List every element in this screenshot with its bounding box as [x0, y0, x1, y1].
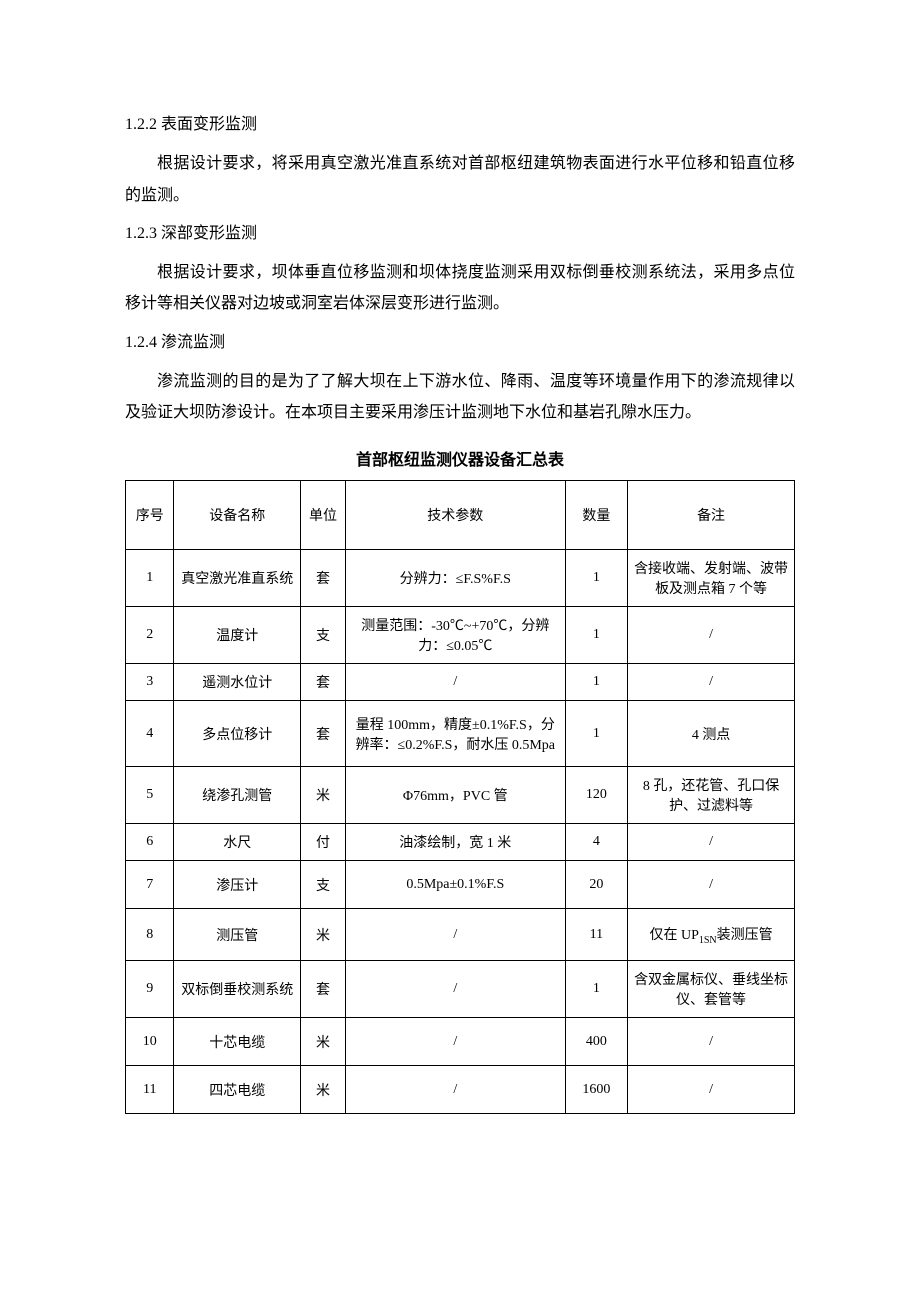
- paragraph-1-2-2: 根据设计要求，将采用真空激光准直系统对首部枢纽建筑物表面进行水平位移和铅直位移的…: [125, 148, 795, 210]
- cell-name: 绕渗孔测管: [174, 767, 301, 824]
- table-row: 5绕渗孔测管米Φ76mm，PVC 管1208 孔，还花管、孔口保护、过滤料等: [126, 767, 795, 824]
- cell-unit: 套: [301, 550, 346, 607]
- cell-name: 遥测水位计: [174, 664, 301, 701]
- cell-name: 真空激光准直系统: [174, 550, 301, 607]
- cell-index: 3: [126, 664, 174, 701]
- equipment-summary-table: 序号 设备名称 单位 技术参数 数量 备注 1真空激光准直系统套分辨力：≤F.S…: [125, 480, 795, 1114]
- cell-name: 十芯电缆: [174, 1018, 301, 1066]
- cell-qty: 1600: [565, 1066, 627, 1114]
- cell-index: 1: [126, 550, 174, 607]
- cell-name: 多点位移计: [174, 701, 301, 767]
- cell-qty: 1: [565, 607, 627, 664]
- cell-spec: /: [345, 664, 565, 701]
- cell-spec: 量程 100mm，精度±0.1%F.S，分辨率：≤0.2%F.S，耐水压 0.5…: [345, 701, 565, 767]
- table-row: 8测压管米/11仅在 UP1SN装测压管: [126, 909, 795, 961]
- cell-unit: 支: [301, 861, 346, 909]
- cell-qty: 20: [565, 861, 627, 909]
- table-row: 4多点位移计套量程 100mm，精度±0.1%F.S，分辨率：≤0.2%F.S，…: [126, 701, 795, 767]
- col-header-qty: 数量: [565, 481, 627, 550]
- cell-name: 双标倒垂校测系统: [174, 961, 301, 1018]
- cell-unit: 米: [301, 909, 346, 961]
- col-header-unit: 单位: [301, 481, 346, 550]
- cell-qty: 1: [565, 664, 627, 701]
- cell-qty: 11: [565, 909, 627, 961]
- table-row: 1真空激光准直系统套分辨力：≤F.S%F.S1含接收端、发射端、波带板及测点箱 …: [126, 550, 795, 607]
- col-header-index: 序号: [126, 481, 174, 550]
- cell-index: 9: [126, 961, 174, 1018]
- cell-qty: 1: [565, 961, 627, 1018]
- cell-unit: 米: [301, 1066, 346, 1114]
- cell-index: 2: [126, 607, 174, 664]
- cell-spec: 0.5Mpa±0.1%F.S: [345, 861, 565, 909]
- cell-name: 四芯电缆: [174, 1066, 301, 1114]
- cell-index: 7: [126, 861, 174, 909]
- cell-note: /: [628, 1066, 795, 1114]
- cell-note: /: [628, 1018, 795, 1066]
- cell-unit: 付: [301, 824, 346, 861]
- cell-index: 5: [126, 767, 174, 824]
- cell-index: 6: [126, 824, 174, 861]
- cell-unit: 套: [301, 701, 346, 767]
- cell-spec: /: [345, 1018, 565, 1066]
- cell-note: 含双金属标仪、垂线坐标仪、套管等: [628, 961, 795, 1018]
- heading-1-2-2: 1.2.2 表面变形监测: [125, 110, 795, 140]
- table-row: 10十芯电缆米/400/: [126, 1018, 795, 1066]
- table-row: 9双标倒垂校测系统套/1含双金属标仪、垂线坐标仪、套管等: [126, 961, 795, 1018]
- cell-spec: /: [345, 1066, 565, 1114]
- cell-qty: 1: [565, 550, 627, 607]
- table-body: 1真空激光准直系统套分辨力：≤F.S%F.S1含接收端、发射端、波带板及测点箱 …: [126, 550, 795, 1114]
- cell-index: 4: [126, 701, 174, 767]
- cell-index: 11: [126, 1066, 174, 1114]
- cell-qty: 4: [565, 824, 627, 861]
- cell-spec: /: [345, 909, 565, 961]
- cell-unit: 支: [301, 607, 346, 664]
- cell-name: 测压管: [174, 909, 301, 961]
- cell-note: /: [628, 824, 795, 861]
- table-row: 6水尺付油漆绘制，宽 1 米4/: [126, 824, 795, 861]
- cell-spec: /: [345, 961, 565, 1018]
- heading-1-2-3: 1.2.3 深部变形监测: [125, 219, 795, 249]
- cell-spec: 油漆绘制，宽 1 米: [345, 824, 565, 861]
- paragraph-1-2-4: 渗流监测的目的是为了了解大坝在上下游水位、降雨、温度等环境量作用下的渗流规律以及…: [125, 366, 795, 428]
- table-row: 2温度计支测量范围：-30℃~+70℃，分辨力：≤0.05℃1/: [126, 607, 795, 664]
- cell-unit: 米: [301, 767, 346, 824]
- cell-unit: 套: [301, 961, 346, 1018]
- paragraph-1-2-3: 根据设计要求，坝体垂直位移监测和坝体挠度监测采用双标倒垂校测系统法，采用多点位移…: [125, 257, 795, 319]
- cell-note: /: [628, 861, 795, 909]
- cell-name: 温度计: [174, 607, 301, 664]
- heading-1-2-4: 1.2.4 渗流监测: [125, 328, 795, 358]
- cell-name: 渗压计: [174, 861, 301, 909]
- cell-index: 8: [126, 909, 174, 961]
- cell-note: /: [628, 607, 795, 664]
- cell-name: 水尺: [174, 824, 301, 861]
- cell-note: /: [628, 664, 795, 701]
- section-1-2-4: 1.2.4 渗流监测 渗流监测的目的是为了了解大坝在上下游水位、降雨、温度等环境…: [125, 328, 795, 429]
- cell-note: 4 测点: [628, 701, 795, 767]
- cell-note: 含接收端、发射端、波带板及测点箱 7 个等: [628, 550, 795, 607]
- table-row: 11四芯电缆米/1600/: [126, 1066, 795, 1114]
- cell-spec: 测量范围：-30℃~+70℃，分辨力：≤0.05℃: [345, 607, 565, 664]
- table-header-row: 序号 设备名称 单位 技术参数 数量 备注: [126, 481, 795, 550]
- col-header-spec: 技术参数: [345, 481, 565, 550]
- cell-unit: 米: [301, 1018, 346, 1066]
- table-row: 7渗压计支0.5Mpa±0.1%F.S20/: [126, 861, 795, 909]
- cell-unit: 套: [301, 664, 346, 701]
- cell-note: 仅在 UP1SN装测压管: [628, 909, 795, 961]
- table-title: 首部枢纽监测仪器设备汇总表: [125, 446, 795, 470]
- col-header-note: 备注: [628, 481, 795, 550]
- table-row: 3遥测水位计套/1/: [126, 664, 795, 701]
- col-header-name: 设备名称: [174, 481, 301, 550]
- cell-note: 8 孔，还花管、孔口保护、过滤料等: [628, 767, 795, 824]
- cell-qty: 1: [565, 701, 627, 767]
- section-1-2-3: 1.2.3 深部变形监测 根据设计要求，坝体垂直位移监测和坝体挠度监测采用双标倒…: [125, 219, 795, 320]
- cell-spec: 分辨力：≤F.S%F.S: [345, 550, 565, 607]
- cell-qty: 400: [565, 1018, 627, 1066]
- cell-index: 10: [126, 1018, 174, 1066]
- cell-qty: 120: [565, 767, 627, 824]
- cell-spec: Φ76mm，PVC 管: [345, 767, 565, 824]
- section-1-2-2: 1.2.2 表面变形监测 根据设计要求，将采用真空激光准直系统对首部枢纽建筑物表…: [125, 110, 795, 211]
